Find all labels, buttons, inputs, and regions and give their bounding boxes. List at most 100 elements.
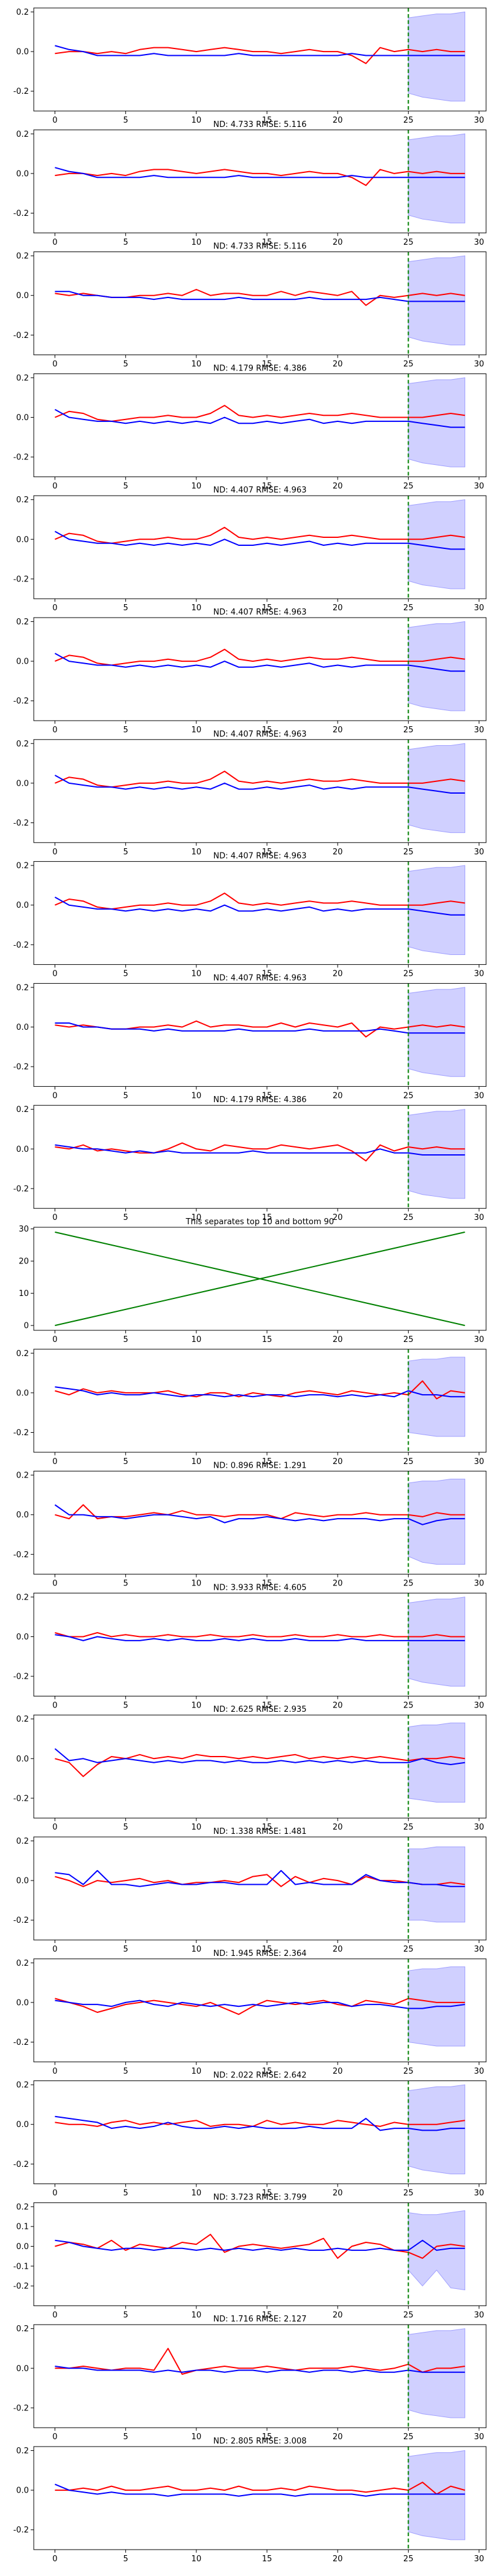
- chart-title: ND: 2.022 RMSE: 2.642: [213, 2071, 306, 2080]
- x-tick-label: 15: [262, 238, 273, 247]
- x-tick-label: 20: [333, 1213, 343, 1222]
- chart-panel-1: -0.2 0.0 0.2 0 5 10 15 20 25 30: [14, 7, 487, 125]
- uncertainty-band: [408, 621, 465, 711]
- y-tick-label: -0.2: [14, 819, 29, 828]
- y-tick-label: 0.0: [16, 2486, 29, 2496]
- y-tick-label: 0.0: [16, 1511, 29, 1520]
- x-tick-label: 5: [123, 1701, 128, 1710]
- y-tick-label: -0.2: [14, 2404, 29, 2413]
- x-tick-label: 0: [52, 360, 57, 369]
- series-line-blue-2: [55, 1144, 465, 1156]
- y-tick-label: -0.2: [14, 2160, 29, 2169]
- x-tick-label: 25: [403, 2310, 414, 2320]
- x-tick-label: 25: [403, 1457, 414, 1466]
- x-tick-label: 5: [123, 360, 128, 369]
- y-tick-label: 0.2: [16, 252, 29, 261]
- plot-frame: [33, 373, 487, 477]
- series-line-red-1: [55, 2120, 465, 2127]
- x-tick-label: 20: [333, 2067, 343, 2076]
- x-tick-label: 5: [123, 1457, 128, 1466]
- uncertainty-band: [408, 2084, 465, 2174]
- uncertainty-band: [408, 1479, 465, 1565]
- uncertainty-band: [408, 255, 465, 345]
- uncertainty-band: [408, 133, 465, 224]
- x-tick-label: 0: [52, 1457, 57, 1466]
- x-tick-label: 30: [474, 1579, 484, 1589]
- chart-panel-9: ND: 4.407 RMSE: 4.963 -0.2 0.0 0.2 0 5 10 15 20 2…: [14, 973, 487, 1100]
- x-tick-label: 20: [333, 238, 343, 247]
- y-tick-label: -0.2: [14, 453, 29, 462]
- x-tick-label: 20: [333, 726, 343, 735]
- x-tick-label: 10: [191, 2189, 202, 2198]
- plot-frame: [33, 129, 487, 234]
- x-tick-label: 10: [191, 1213, 202, 1222]
- x-tick-label: 15: [262, 1335, 273, 1344]
- y-tick-label: 0.0: [16, 1389, 29, 1398]
- x-tick-label: 10: [191, 116, 202, 125]
- x-tick-label: 20: [333, 2555, 343, 2564]
- x-tick-label: 20: [333, 848, 343, 857]
- y-tick-label: 0.2: [16, 2202, 29, 2212]
- x-tick-label: 10: [191, 2067, 202, 2076]
- x-tick-label: 0: [52, 2432, 57, 2442]
- y-tick-label: -0.2: [14, 697, 29, 706]
- plot-frame: [33, 1227, 487, 1331]
- x-tick-label: 30: [474, 2555, 484, 2564]
- x-tick-label: 20: [333, 1335, 343, 1344]
- y-tick-label: -0.2: [14, 1916, 29, 1925]
- chart-panel-3: ND: 4.733 RMSE: 5.116 -0.2 0.0 0.2 0 5 10 15 20 2…: [14, 242, 487, 369]
- chart-title: This separates top 10 and bottom 90: [185, 1217, 334, 1227]
- y-tick-label: -0.2: [14, 941, 29, 950]
- x-tick-label: 15: [262, 604, 273, 613]
- y-tick-label: 0.2: [16, 374, 29, 383]
- chart-panel-7: ND: 4.407 RMSE: 4.963 -0.2 0.0 0.2 0 5 10 15 20 2…: [14, 730, 487, 857]
- x-tick-label: 20: [333, 604, 343, 613]
- x-tick-label: 25: [403, 481, 414, 491]
- x-tick-label: 25: [403, 1335, 414, 1344]
- y-tick-label: 0.0: [16, 1633, 29, 1642]
- x-tick-label: 5: [123, 604, 128, 613]
- x-tick-label: 0: [52, 2555, 57, 2564]
- y-tick-label: 0.2: [16, 1837, 29, 1846]
- y-tick-label: 0.2: [16, 1715, 29, 1724]
- x-tick-label: 20: [333, 1945, 343, 1954]
- x-tick-label: 5: [123, 116, 128, 125]
- plot-frame: [33, 251, 487, 356]
- y-tick-label: 0.0: [16, 1755, 29, 1764]
- plot-frame: [33, 2324, 487, 2428]
- chart-title: ND: 4.179 RMSE: 4.386: [213, 364, 306, 373]
- series-line-red-1: [55, 169, 465, 186]
- x-tick-label: 10: [191, 481, 202, 491]
- x-tick-label: 15: [262, 1701, 273, 1710]
- y-tick-label: 0.2: [16, 130, 29, 139]
- y-tick-label: -0.2: [14, 2526, 29, 2535]
- series-line-blue-2: [55, 2366, 465, 2373]
- y-tick-label: 0.2: [16, 862, 29, 871]
- x-tick-label: 15: [262, 481, 273, 491]
- plot-frame: [33, 1836, 487, 1941]
- x-tick-label: 10: [191, 360, 202, 369]
- chart-panel-15: ND: 2.625 RMSE: 2.935 -0.2 0.0 0.2 0 5 10 15 20 2…: [14, 1705, 487, 1832]
- uncertainty-band: [408, 1357, 465, 1437]
- y-tick-label: 10: [18, 1289, 29, 1298]
- y-tick-label: -0.2: [14, 87, 29, 96]
- plot-frame: [33, 983, 487, 1087]
- x-tick-label: 0: [52, 116, 57, 125]
- x-tick-label: 15: [262, 116, 273, 125]
- chart-panel-6: ND: 4.407 RMSE: 4.963 -0.2 0.0 0.2 0 5 10 15 20 2…: [14, 608, 487, 735]
- x-tick-label: 15: [262, 2310, 273, 2320]
- y-tick-label: 0.0: [16, 657, 29, 667]
- x-tick-label: 10: [191, 1945, 202, 1954]
- x-tick-label: 5: [123, 848, 128, 857]
- x-tick-label: 20: [333, 481, 343, 491]
- y-tick-label: 0.0: [16, 901, 29, 910]
- series-line-red-1: [55, 405, 465, 422]
- chart-title: ND: 4.407 RMSE: 4.963: [213, 973, 306, 983]
- x-tick-label: 30: [474, 1701, 484, 1710]
- y-tick-label: 0.2: [16, 2325, 29, 2334]
- series-line-blue-2: [55, 291, 465, 302]
- x-tick-label: 5: [123, 1335, 128, 1344]
- chart-panel-12: -0.2 0.0 0.2 0 5 10 15 20 25 30: [14, 1349, 487, 1466]
- x-tick-label: 25: [403, 2432, 414, 2442]
